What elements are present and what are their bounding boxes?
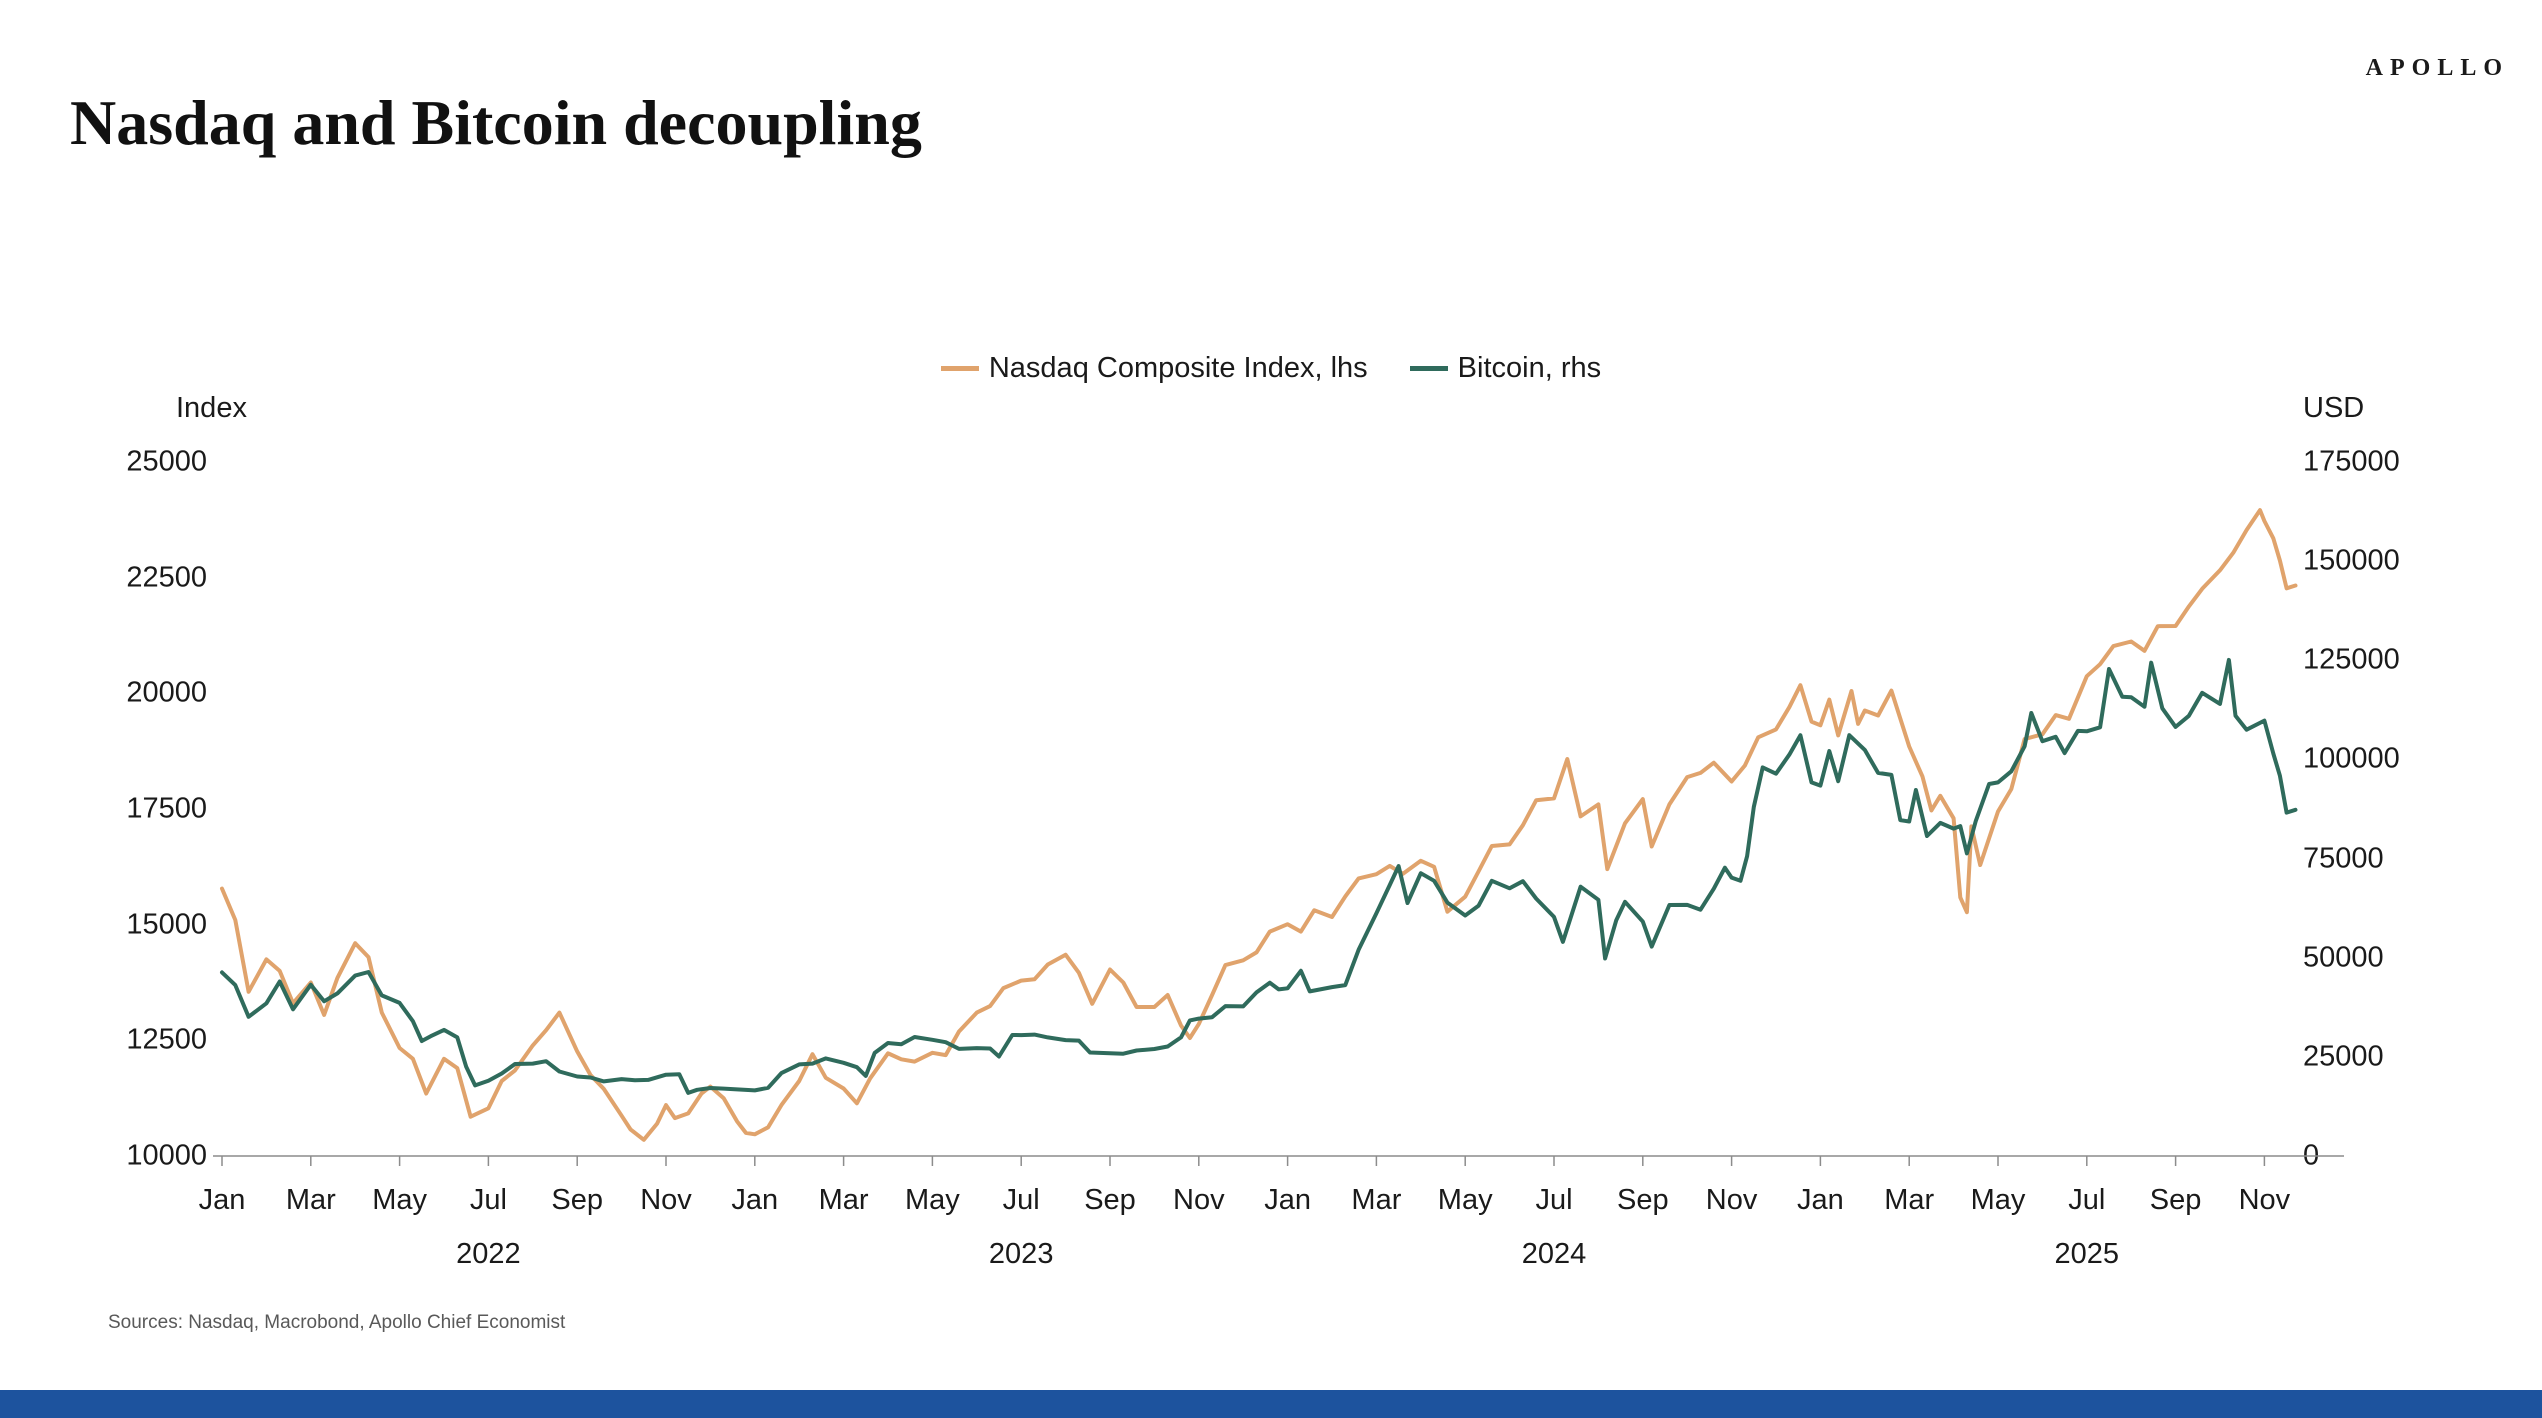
right-axis-title: USD bbox=[2303, 392, 2365, 424]
x-axis-month-label: Mar bbox=[1884, 1184, 1935, 1216]
left-axis-tick-label: 20000 bbox=[126, 676, 207, 709]
right-axis-tick-label: 100000 bbox=[2303, 742, 2400, 775]
left-axis-tick-label: 25000 bbox=[126, 445, 207, 478]
right-axis-tick-label: 175000 bbox=[2303, 445, 2400, 478]
left-axis-tick-label: 17500 bbox=[126, 792, 207, 825]
x-axis-year-label: 2023 bbox=[988, 1238, 1054, 1270]
right-axis-tick-label: 75000 bbox=[2303, 842, 2384, 875]
right-axis-tick-label: 50000 bbox=[2303, 941, 2384, 974]
series-line-bitcoin bbox=[220, 657, 2298, 1095]
legend-swatch bbox=[940, 366, 979, 371]
x-axis-month-label: Sep bbox=[1616, 1184, 1669, 1216]
x-axis-year-labels: 2022 2023 2024 2025 bbox=[0, 1238, 2542, 1278]
x-axis-month-label: May bbox=[904, 1184, 960, 1216]
x-axis-year-label: 2024 bbox=[1521, 1238, 1587, 1270]
chart-legend: Nasdaq Composite Index, lhs Bitcoin, rhs bbox=[0, 352, 2542, 385]
left-axis-tick-label: 22500 bbox=[126, 561, 207, 594]
x-axis-month-label: Jul bbox=[1535, 1184, 1573, 1216]
x-axis-year-label: 2025 bbox=[2054, 1238, 2120, 1270]
x-axis-month-label: May bbox=[1437, 1184, 1493, 1216]
right-axis-tick-label: 125000 bbox=[2303, 643, 2400, 676]
left-axis-title: Index bbox=[176, 392, 247, 424]
x-axis-month-label: Nov bbox=[1705, 1184, 1758, 1216]
sources-note: Sources: Nasdaq, Macrobond, Apollo Chief… bbox=[108, 1312, 566, 1333]
x-axis-month-label: Sep bbox=[2149, 1184, 2202, 1216]
x-axis-month-labels: Jan Mar May Jul Sep Nov Jan Mar May Jul Sep Nov Jan M… bbox=[0, 1184, 2542, 1224]
x-axis-month-label: Mar bbox=[285, 1184, 336, 1216]
bottom-bar bbox=[0, 1390, 2542, 1418]
legend-item: Nasdaq Composite Index, lhs bbox=[940, 352, 1368, 385]
x-axis-month-label: Jan bbox=[1797, 1184, 1844, 1216]
legend-swatch bbox=[1409, 366, 1448, 371]
left-axis-tick-labels: 25000 22500 20000 17500 15000 12500 10000 bbox=[95, 0, 207, 1418]
legend-label: Nasdaq Composite Index, lhs bbox=[988, 352, 1368, 384]
x-axis-month-label: Jan bbox=[1264, 1184, 1311, 1216]
x-axis-month-label: Nov bbox=[2238, 1184, 2291, 1216]
legend-label: Bitcoin, rhs bbox=[1457, 352, 1602, 384]
right-axis-tick-label: 150000 bbox=[2303, 544, 2400, 577]
legend-item: Bitcoin, rhs bbox=[1409, 352, 1602, 385]
x-axis-month-label: Jan bbox=[198, 1184, 246, 1216]
left-axis-tick-label: 12500 bbox=[126, 1023, 207, 1056]
x-axis-month-label: May bbox=[372, 1184, 427, 1216]
left-axis-tick-label: 10000 bbox=[126, 1139, 207, 1172]
chart-title: Nasdaq and Bitcoin decoupling bbox=[70, 87, 922, 158]
series-line-nasdaq bbox=[220, 508, 2298, 1142]
left-axis-tick-label: 15000 bbox=[126, 908, 207, 941]
x-axis-year-label: 2022 bbox=[456, 1238, 521, 1270]
x-axis-month-label: Jul bbox=[469, 1184, 507, 1216]
x-axis-month-label: Sep bbox=[551, 1184, 603, 1216]
x-axis-month-label: Sep bbox=[1084, 1184, 1136, 1216]
x-axis-month-label: Jul bbox=[2068, 1184, 2106, 1216]
right-axis-tick-labels: 175000 150000 125000 100000 75000 50000 25000 0 bbox=[2303, 0, 2513, 1418]
x-axis-month-label: Jul bbox=[1002, 1184, 1040, 1216]
x-axis-month-label: Mar bbox=[818, 1184, 869, 1216]
x-axis-month-label: May bbox=[1970, 1184, 2026, 1216]
x-axis-month-label: Jan bbox=[731, 1184, 779, 1216]
x-axis-month-label: Mar bbox=[1351, 1184, 1402, 1216]
right-axis-tick-label: 25000 bbox=[2303, 1040, 2384, 1073]
apollo-logo: APOLLO bbox=[2365, 55, 2509, 81]
x-axis-month-label: Nov bbox=[1173, 1184, 1225, 1216]
x-axis-month-label: Nov bbox=[640, 1184, 692, 1216]
